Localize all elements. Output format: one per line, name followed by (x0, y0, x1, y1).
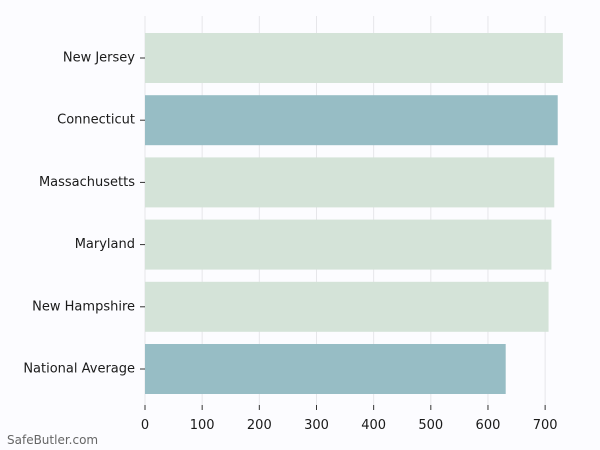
bar-1 (145, 95, 558, 146)
bar-0 (145, 33, 563, 83)
category-label-0: New Jersey (63, 51, 135, 66)
x-tick-label-3: 300 (304, 418, 329, 433)
x-tick-label-4: 400 (361, 418, 386, 433)
bar-2 (145, 157, 555, 208)
bar-5 (145, 344, 506, 394)
category-labels: New Jersey Connecticut Massachusetts Maryla… (23, 51, 135, 377)
category-label-5: National Average (23, 362, 135, 377)
x-tick-label-7: 700 (533, 418, 558, 433)
bars (145, 33, 563, 394)
y-ticks (140, 57, 145, 370)
x-tick-label-1: 100 (190, 418, 215, 433)
watermark: SafeButler.com (7, 433, 99, 447)
category-label-4: New Hampshire (32, 299, 135, 314)
category-label-1: Connecticut (57, 113, 135, 128)
bar-4 (145, 281, 549, 332)
x-tick-label-5: 500 (418, 418, 443, 433)
x-tick-label-2: 200 (247, 418, 272, 433)
category-label-2: Massachusetts (39, 175, 135, 190)
x-tick-label-0: 0 (141, 418, 149, 433)
bar-3 (145, 219, 552, 270)
category-label-3: Maryland (75, 237, 135, 252)
x-tick-label-6: 600 (476, 418, 501, 433)
x-ticks: 0 100 200 300 400 500 600 700 (141, 405, 558, 433)
